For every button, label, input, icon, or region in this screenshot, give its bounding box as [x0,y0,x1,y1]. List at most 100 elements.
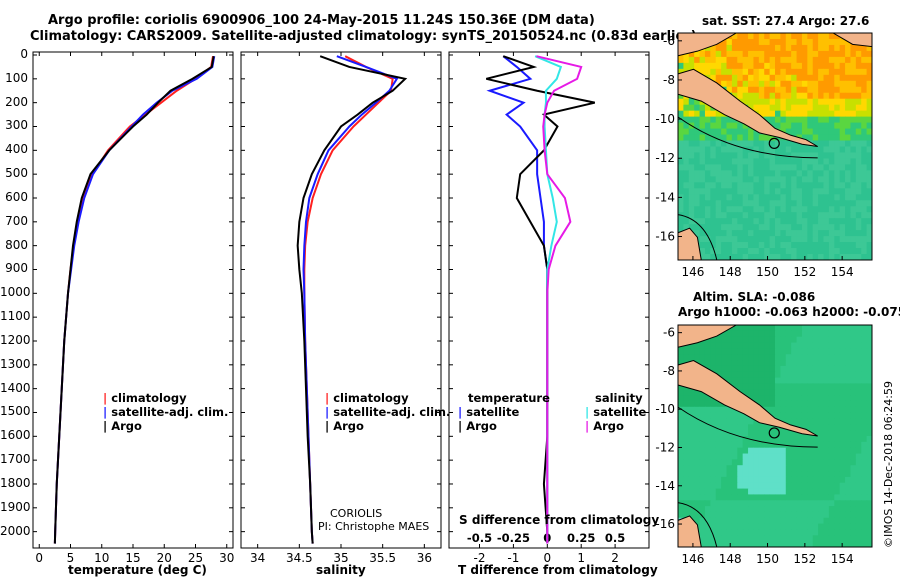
map-cell [850,152,857,159]
map-cell [845,500,851,507]
map-cell [704,412,711,419]
map-cell [758,224,765,231]
map-cell [699,436,706,443]
map-cell [721,134,727,142]
map-cell [861,188,868,195]
map-cell [818,529,824,536]
map-cell [775,406,781,414]
map-cell [731,541,738,548]
map-cell [758,494,765,501]
map-cell [807,152,814,159]
map-cell [688,182,695,189]
map-cell [769,146,776,153]
map-cell [769,170,776,177]
map-cell [683,465,690,472]
map-cell [742,441,749,449]
map-cell [688,50,695,58]
map-cell [785,371,792,379]
map-cell [758,98,765,106]
map-cell [823,348,830,355]
map-cell [807,412,814,419]
map-cell [812,348,819,355]
map-cell [845,56,851,64]
map-cell [861,74,868,82]
map-cell [855,206,862,213]
map-cell [791,517,798,525]
map-cell [801,348,808,355]
map-cell [758,200,765,207]
map-cell [769,86,776,94]
map-cell [801,128,808,136]
map-cell [785,176,792,183]
map-cell [699,400,706,408]
lat-tick-label: -8 [663,73,675,87]
map-cell [823,218,830,225]
map-cell [791,230,798,237]
map-cell [731,459,738,466]
series-line-argo [296,55,408,544]
map-cell [731,248,738,255]
map-cell [861,383,868,390]
map-cell [710,74,717,82]
map-cell [683,128,690,136]
map-cell [861,389,868,396]
map-cell [791,170,798,177]
map-cell [775,33,781,40]
map-cell [780,164,787,171]
map-cell [764,74,771,82]
map-cell [866,152,873,159]
map-cell [780,224,787,231]
map-cell [839,453,846,460]
map-cell [855,476,862,484]
map-cell [726,511,733,519]
map-cell [748,218,754,225]
map-cell [791,218,798,225]
map-cell [731,56,738,64]
map-cell [704,56,711,64]
map-cell [845,377,851,384]
map-cell [866,529,873,536]
map-cell [721,447,727,455]
map-cell [866,395,873,402]
map-cell [710,494,717,501]
map-cell [807,418,814,425]
map-cell [823,194,830,201]
map-cell [818,377,824,384]
map-cell [731,418,738,425]
map-cell [866,476,873,484]
map-cell [839,62,846,70]
map-cell [861,441,868,449]
map-cell [753,342,760,349]
map-cell [764,62,771,70]
map-cell [721,465,727,472]
map-cell [861,436,868,443]
map-cell [818,523,824,530]
map-cell [845,395,851,402]
depth-tick-label: 2000 [0,523,31,538]
map-cell [807,182,814,189]
map-cell [791,465,798,472]
map-cell [850,194,857,201]
map-cell [688,500,695,507]
map-cell [801,365,808,373]
map-cell [791,86,798,94]
map-cell [721,158,727,165]
map-cell [780,206,787,213]
map-cell [823,506,830,513]
map-cell [796,465,803,472]
map-cell [845,354,851,361]
map-cell [807,254,814,261]
map-cell [769,395,776,402]
map-cell [721,146,727,153]
map-cell [742,517,749,525]
map-cell [721,152,727,159]
map-cell [861,488,868,495]
map-cell [855,164,862,171]
map-cell [780,50,787,58]
map-cell [699,110,706,118]
map-cell [710,110,717,118]
map-cell [694,146,701,153]
map-cell [753,541,760,548]
map-cell [775,330,781,338]
map-cell [861,218,868,225]
